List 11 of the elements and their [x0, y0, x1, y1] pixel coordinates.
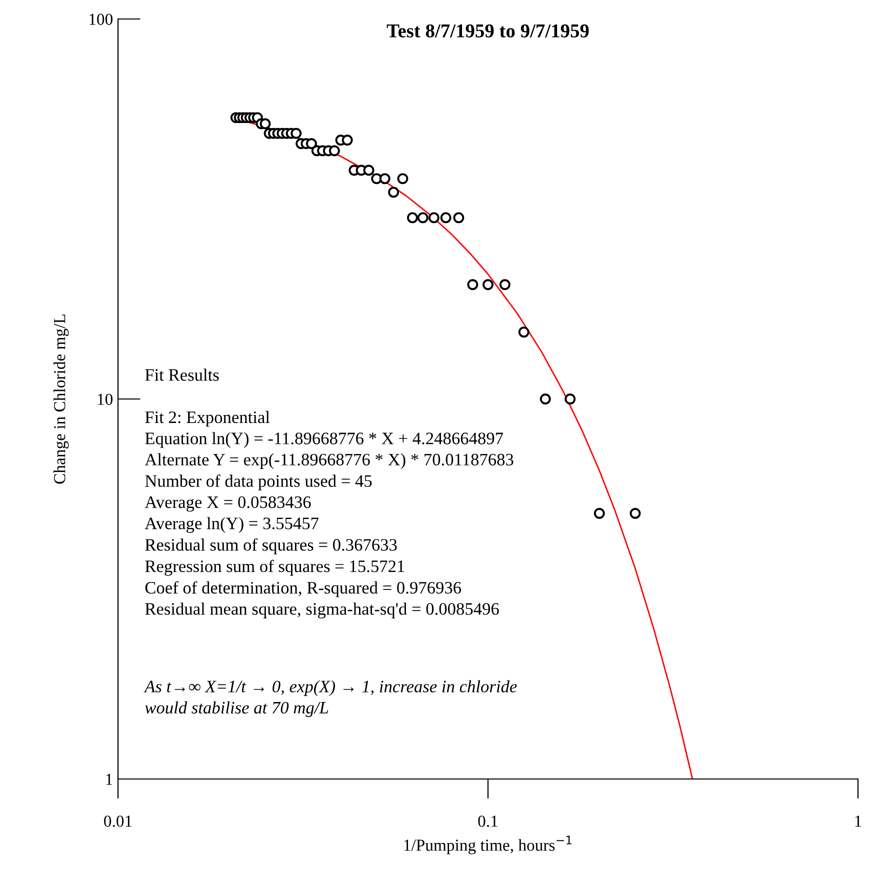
annotation: As t→∞ X=1/t → 0, exp(X) → 1, increase in chloride would stabilise at 70 mg/L [144, 680, 517, 718]
y-tick-label: 1 [106, 774, 112, 785]
y-tick-label: 10 [98, 394, 113, 405]
y-tick-label: 100 [90, 14, 113, 25]
x-tick-label: 0.01 [104, 816, 132, 827]
x-axis-title: 1/Pumping time, hours$^{−1}$ [404, 836, 572, 854]
x-tick-label: 0.1 [478, 816, 498, 827]
chart-title: Test 8/7/1959 to 9/7/1959 [386, 24, 589, 38]
y-axis-title: Change in Chloride mg/L [54, 314, 69, 484]
x-tick-label: 1 [855, 816, 862, 827]
text: Fit Results Fit 2: Exponential Equation ln(Y) = -11.89668776 * X + 4.248664897 Alternate Y = exp(-11.89668776 * X) * 70.01187683 Number of data points used = 45 Average X = 0.0583436 Average ln(Y) = 3.55457 Residual sum of squares = 0.367633 Regression sum of squares = 15.5721 Coef of determination, R-squared = 0.976936 Residual mean square, sigma-hat-sq'd = 0.0085496 [144, 368, 514, 618]
